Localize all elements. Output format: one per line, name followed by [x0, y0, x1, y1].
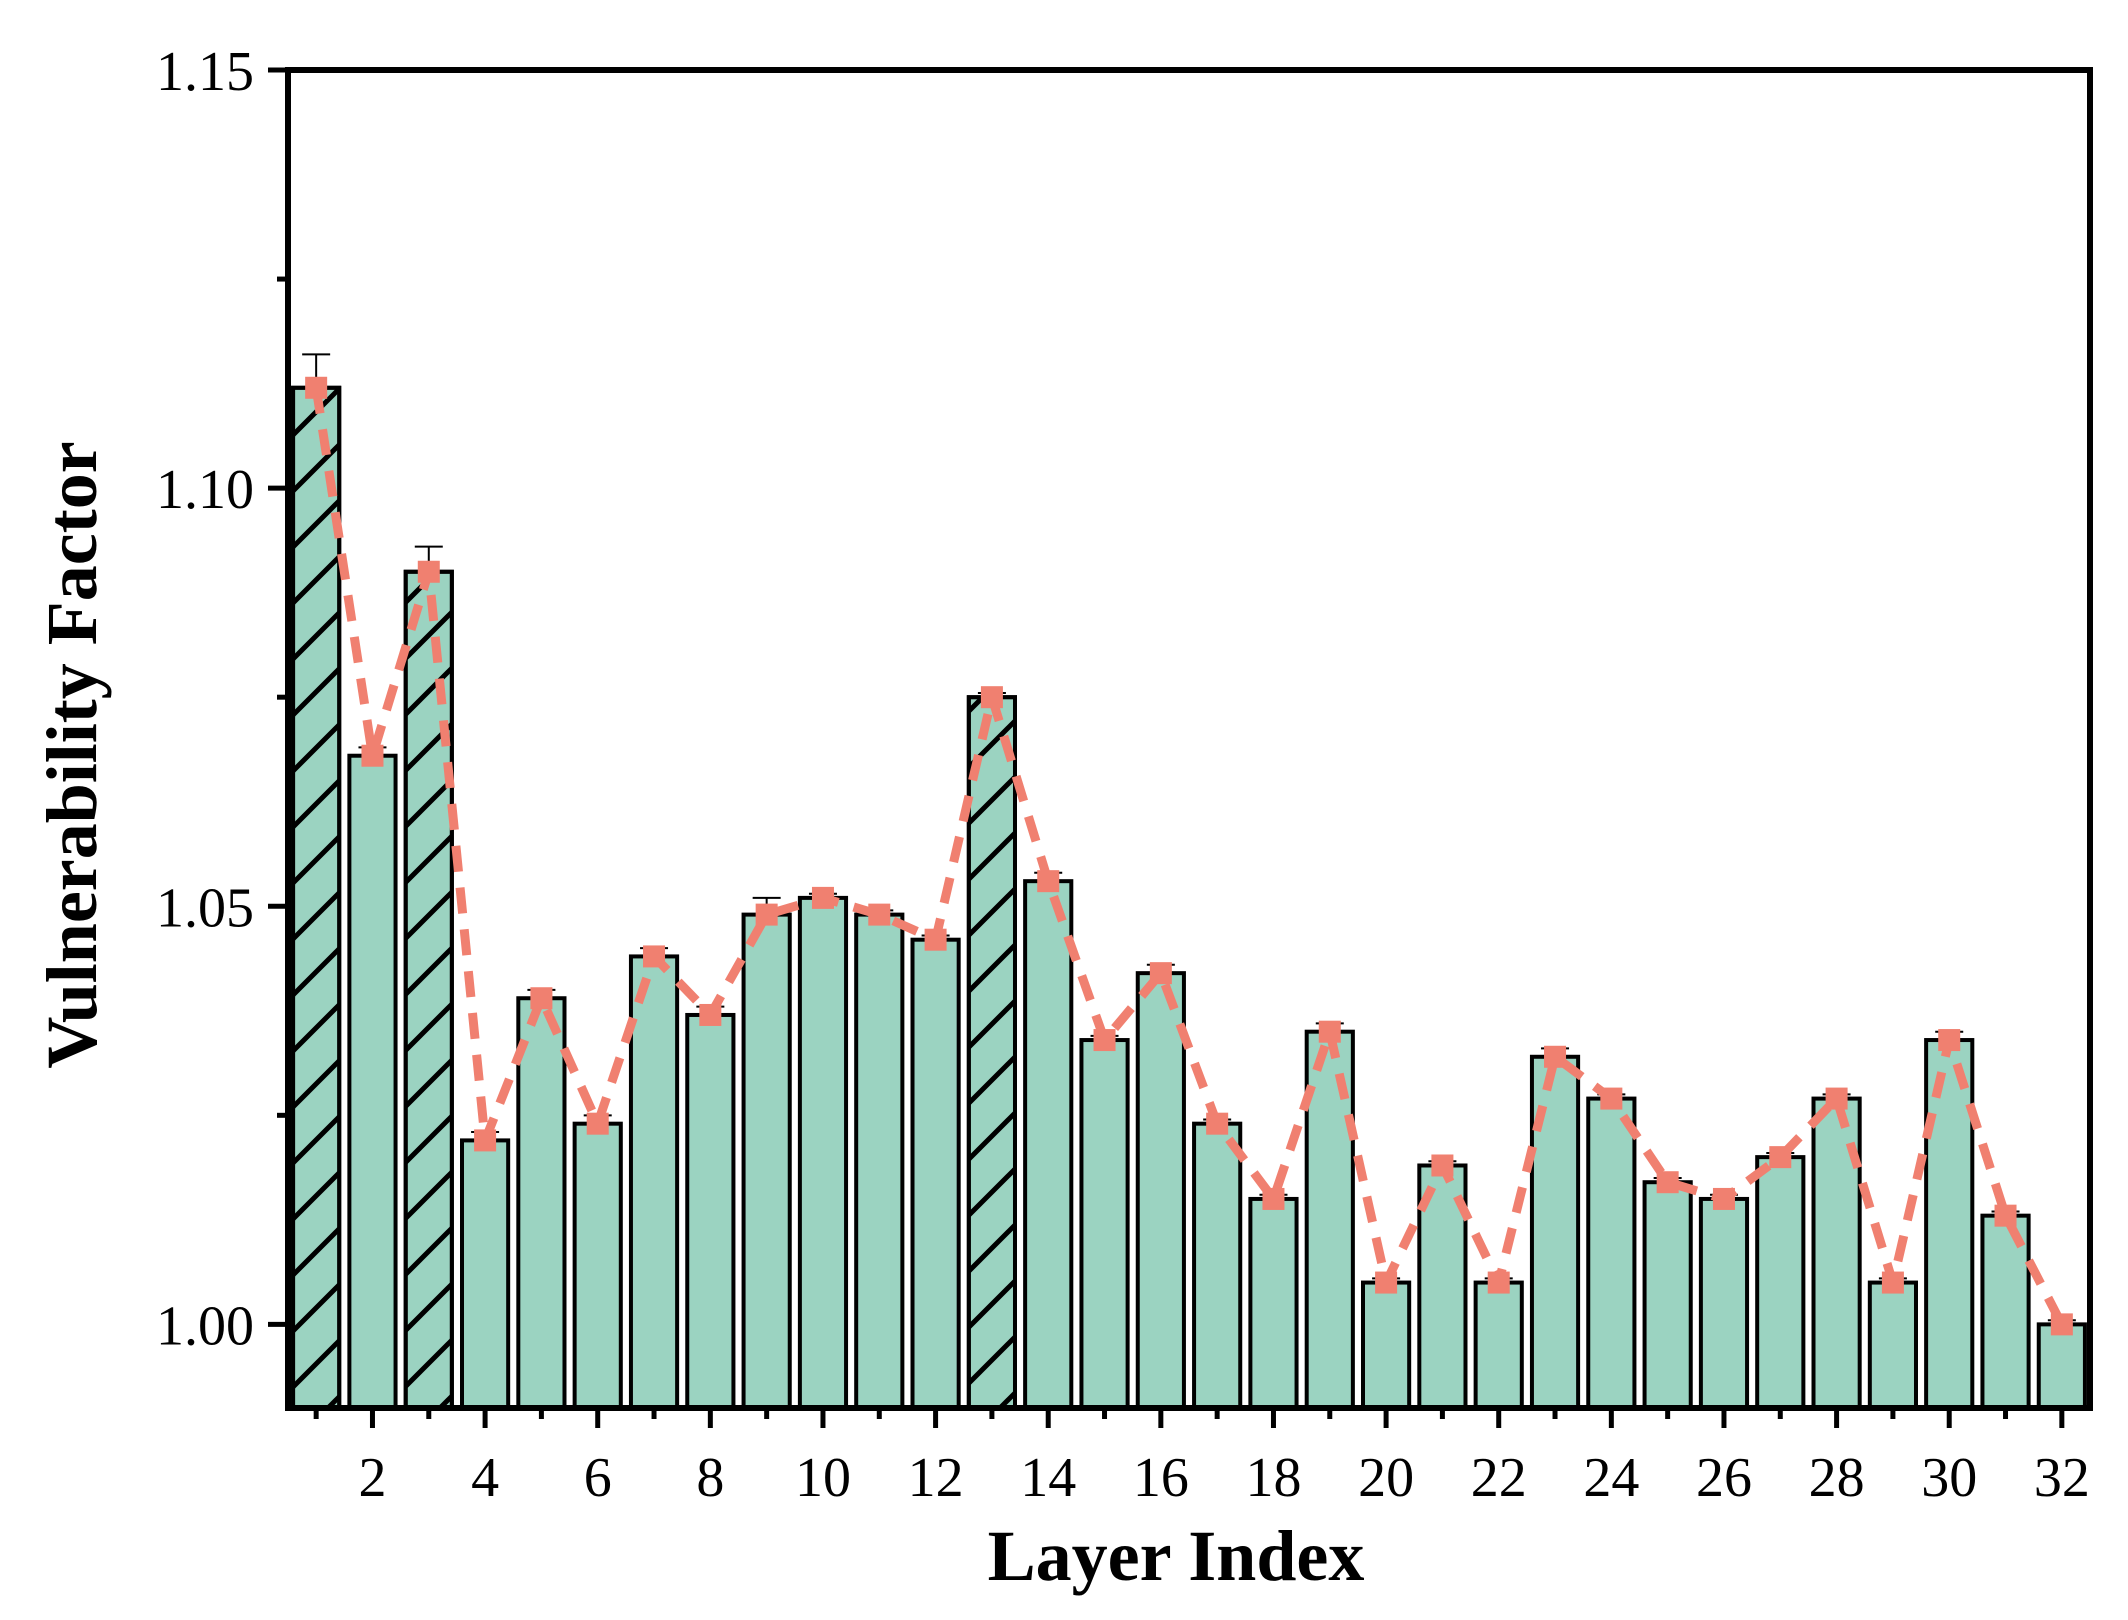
- x-tick-label: 30: [1921, 1447, 1977, 1509]
- line-marker-layer-10: [811, 886, 834, 909]
- x-tick-label: 24: [1583, 1447, 1639, 1509]
- bar-layer-8: [685, 1012, 736, 1411]
- bar-layer-12: [910, 937, 961, 1410]
- line-marker-layer-19: [1318, 1020, 1341, 1043]
- bar-layer-20: [1361, 1280, 1412, 1410]
- x-tick-label: 16: [1133, 1447, 1189, 1509]
- line-marker-layer-18: [1262, 1187, 1285, 1210]
- y-tick-label: 1.10: [156, 459, 254, 521]
- line-marker-layer-24: [1600, 1087, 1623, 1110]
- line-marker-layer-6: [586, 1112, 609, 1135]
- bar-layer-6: [572, 1121, 623, 1411]
- y-axis-title: Vulnerability Factor: [32, 441, 112, 1068]
- bar-layer-18: [1248, 1196, 1299, 1410]
- bar-layer-22: [1473, 1280, 1524, 1410]
- line-marker-layer-22: [1487, 1271, 1510, 1294]
- line-marker-layer-12: [924, 928, 947, 951]
- bar-layer-10: [797, 895, 849, 1410]
- trend-line-layer: [305, 376, 2073, 1336]
- line-marker-layer-17: [1206, 1112, 1229, 1135]
- x-tick-label: 26: [1696, 1447, 1752, 1509]
- axes-layer: 1.001.051.101.152 4 6 8 10 12 14 16 18 20 22 24 26 28…: [156, 41, 2093, 1509]
- line-marker-layer-9: [755, 903, 778, 926]
- x-axis-title: Layer Index: [988, 1516, 1365, 1596]
- bar-hatch-layer-13: [966, 695, 1017, 1410]
- bars-layer: [291, 385, 2087, 1411]
- bar-layer-16: [1135, 971, 1186, 1411]
- line-marker-layer-14: [1037, 870, 1060, 893]
- line-marker-layer-8: [699, 1003, 722, 1026]
- line-marker-layer-32: [2050, 1313, 2073, 1336]
- line-marker-layer-30: [1938, 1029, 1961, 1052]
- line-marker-layer-5: [530, 987, 553, 1010]
- bar-layer-7: [628, 954, 680, 1410]
- x-tick-label: 6: [584, 1447, 612, 1509]
- line-marker-layer-2: [361, 744, 384, 767]
- x-tick-label: 14: [1020, 1447, 1076, 1509]
- bar-layer-14: [1023, 879, 1074, 1410]
- x-tick-label: 32: [2034, 1447, 2090, 1509]
- line-marker-layer-4: [474, 1129, 497, 1152]
- x-tick-label: 2: [358, 1447, 386, 1509]
- line-marker-layer-16: [1149, 962, 1172, 985]
- line-marker-layer-3: [417, 560, 440, 583]
- line-marker-layer-31: [1994, 1204, 2017, 1227]
- x-tick-label: 18: [1245, 1447, 1301, 1509]
- y-tick-label: 1.05: [156, 877, 254, 939]
- bar-layer-26: [1698, 1196, 1750, 1410]
- line-marker-layer-27: [1769, 1146, 1792, 1169]
- line-marker-layer-29: [1881, 1271, 1904, 1294]
- line-marker-layer-11: [868, 903, 891, 926]
- x-tick-label: 12: [908, 1447, 964, 1509]
- bar-hatch-layer-1: [291, 385, 342, 1410]
- x-tick-label: 8: [696, 1447, 724, 1509]
- y-tick-label: 1.15: [156, 41, 254, 103]
- bar-layer-9: [741, 912, 792, 1410]
- bar-layer-5: [516, 996, 567, 1410]
- bar-layer-25: [1642, 1180, 1693, 1411]
- line-marker-layer-26: [1712, 1187, 1735, 1210]
- line-marker-layer-25: [1656, 1171, 1679, 1194]
- line-marker-layer-13: [980, 686, 1003, 709]
- error-bars-layer: [302, 353, 2076, 1325]
- line-marker-layer-28: [1825, 1087, 1848, 1110]
- bar-layer-2: [347, 753, 398, 1410]
- bar-layer-31: [1980, 1213, 2031, 1410]
- line-marker-layer-21: [1431, 1154, 1454, 1177]
- line-marker-layer-23: [1544, 1045, 1567, 1068]
- bar-layer-29: [1867, 1280, 1918, 1410]
- bar-layer-11: [854, 912, 905, 1410]
- bar-layer-4: [460, 1138, 511, 1411]
- bar-layer-24: [1586, 1096, 1637, 1411]
- bar-layer-32: [2036, 1322, 2087, 1410]
- bar-layer-15: [1079, 1038, 1130, 1411]
- x-tick-label: 28: [1809, 1447, 1865, 1509]
- line-marker-layer-20: [1375, 1271, 1398, 1294]
- y-tick-label: 1.00: [156, 1295, 254, 1357]
- x-tick-label: 10: [795, 1447, 851, 1509]
- x-tick-label: 4: [471, 1447, 499, 1509]
- line-marker-layer-1: [305, 376, 328, 399]
- x-tick-label: 22: [1471, 1447, 1527, 1509]
- bar-layer-27: [1755, 1155, 1806, 1410]
- line-marker-layer-7: [643, 945, 666, 968]
- line-marker-layer-15: [1093, 1029, 1116, 1052]
- x-tick-label: 20: [1358, 1447, 1414, 1509]
- bar-layer-17: [1192, 1121, 1243, 1411]
- plot-frame: [285, 67, 2093, 1411]
